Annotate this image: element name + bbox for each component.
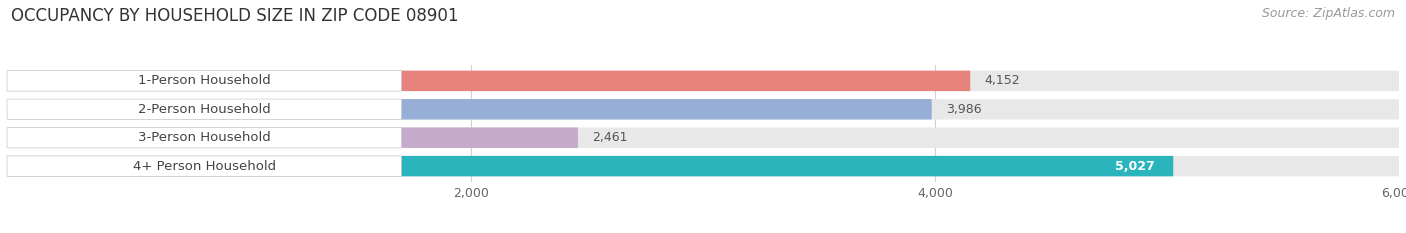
Text: 2-Person Household: 2-Person Household — [138, 103, 270, 116]
FancyBboxPatch shape — [7, 156, 1173, 176]
FancyBboxPatch shape — [7, 156, 402, 176]
Text: 3,986: 3,986 — [946, 103, 981, 116]
FancyBboxPatch shape — [7, 127, 578, 148]
Text: 1-Person Household: 1-Person Household — [138, 74, 270, 87]
FancyBboxPatch shape — [7, 71, 1399, 91]
Text: 4,152: 4,152 — [984, 74, 1019, 87]
Text: Source: ZipAtlas.com: Source: ZipAtlas.com — [1261, 7, 1395, 20]
FancyBboxPatch shape — [7, 127, 1399, 148]
FancyBboxPatch shape — [7, 99, 1399, 120]
FancyBboxPatch shape — [7, 99, 402, 120]
Text: 4+ Person Household: 4+ Person Household — [132, 160, 276, 173]
FancyBboxPatch shape — [7, 99, 932, 120]
FancyBboxPatch shape — [7, 127, 402, 148]
Text: 3-Person Household: 3-Person Household — [138, 131, 270, 144]
Text: 2,461: 2,461 — [592, 131, 627, 144]
Text: 5,027: 5,027 — [1115, 160, 1154, 173]
FancyBboxPatch shape — [7, 156, 1399, 176]
Text: OCCUPANCY BY HOUSEHOLD SIZE IN ZIP CODE 08901: OCCUPANCY BY HOUSEHOLD SIZE IN ZIP CODE … — [11, 7, 458, 25]
FancyBboxPatch shape — [7, 71, 402, 91]
FancyBboxPatch shape — [7, 71, 970, 91]
